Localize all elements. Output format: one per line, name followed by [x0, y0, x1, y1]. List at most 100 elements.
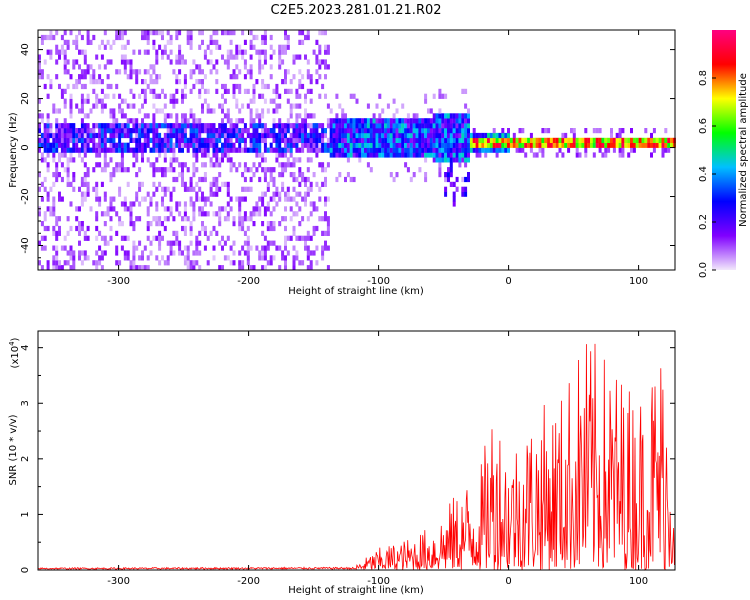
spectrogram-cell [58, 108, 61, 114]
spectrogram-cell [472, 132, 476, 139]
spectrogram-cell [289, 103, 293, 109]
spectrogram-cell [321, 250, 325, 256]
spectrogram-cell [292, 172, 296, 178]
spectrogram-cell [141, 250, 144, 256]
spectrogram-cell [263, 157, 267, 163]
spectrogram-cell [46, 123, 50, 129]
spectrogram-cell [349, 137, 353, 143]
spectrogram-cell [349, 128, 353, 134]
spectrogram-cell [438, 118, 442, 124]
spectrogram-cell [329, 137, 333, 143]
spectrogram-cell [95, 186, 99, 192]
spectrogram-cell [152, 44, 156, 50]
spectrogram-cell [152, 191, 156, 197]
spectrogram-cell [46, 128, 50, 134]
spectrogram-cell [455, 142, 459, 148]
spectrogram-cell [152, 216, 156, 222]
spectrogram-cell [252, 123, 256, 129]
spectrogram-cell [507, 137, 510, 143]
spectrogram-cell [115, 162, 119, 168]
spectrogram-cell [269, 54, 273, 60]
spectrogram-cell [95, 191, 99, 197]
spectrogram-cell [269, 176, 273, 183]
spectrogram-cell [272, 49, 276, 55]
spectrogram-cell [372, 147, 376, 153]
spectrogram-cell [369, 167, 373, 173]
spectrogram-cell [175, 235, 179, 241]
spectrogram-cell [232, 162, 236, 168]
spectrogram-cell [358, 128, 362, 134]
spectrogram-cell [235, 137, 239, 143]
spectrogram-cell [106, 240, 110, 246]
spectrogram-cell [195, 260, 199, 266]
spectrogram-cell [66, 157, 70, 163]
spectrogram-cell [135, 69, 139, 75]
spectrogram-cell [103, 137, 107, 143]
spectrogram-cell [226, 181, 230, 187]
spectrogram-cell [275, 152, 279, 158]
spectrogram-cell [306, 230, 310, 236]
spectrogram-cell [318, 30, 322, 36]
spectrogram-cell [192, 128, 196, 134]
spectrogram-cell [203, 172, 207, 178]
spectrogram-cell [218, 123, 222, 129]
spectrogram-cell [269, 44, 273, 50]
spectrogram-cell [186, 30, 190, 36]
spectrogram-cell [43, 132, 47, 139]
spectrogram-cell [152, 128, 156, 134]
spectrogram-cell [183, 132, 187, 139]
spectrogram-cell [206, 147, 210, 153]
spectrogram-cell [100, 250, 104, 256]
spectrogram-cell [129, 128, 133, 134]
spectrogram-cell [324, 176, 327, 183]
spectrogram-cell [38, 74, 41, 80]
spectrogram-cell [252, 142, 256, 148]
spectrogram-cell [272, 206, 276, 212]
spectrogram-cell [461, 118, 465, 124]
spectrogram-cell [198, 79, 202, 85]
spectrogram-cell [252, 44, 256, 50]
spectrogram-cell [195, 152, 199, 158]
spectrogram-cell [667, 142, 671, 148]
spectrogram-cell [120, 235, 124, 241]
spectrogram-cell [158, 147, 162, 153]
spectrogram-cell [489, 132, 493, 139]
spectrogram-cell [189, 265, 193, 271]
spectrogram-cell [203, 123, 207, 129]
spectrogram-x-label: Height of straight line (km) [288, 286, 424, 297]
spectrogram-cell [464, 147, 468, 153]
spectrogram-cell [123, 196, 127, 202]
spectrogram-cell [118, 216, 122, 222]
spectrogram-cell [100, 147, 104, 153]
spectrogram-cell [226, 157, 230, 163]
spectrogram-cell [598, 142, 602, 148]
spectrogram-cell [106, 39, 110, 45]
spectrogram-cell [266, 167, 270, 173]
spectrogram-cell [212, 162, 216, 168]
colorbar-ticks: 0.00.20.40.60.8 [698, 70, 716, 278]
spectrogram-cell [166, 186, 170, 192]
spectrogram-cell [298, 30, 302, 36]
spectrogram-cell [100, 108, 104, 114]
spectrogram-cell [361, 152, 365, 158]
spectrogram-cell [258, 64, 262, 70]
spectrogram-cell [395, 123, 399, 129]
spectrogram-cell [372, 142, 376, 148]
spectrogram-cell [261, 113, 265, 119]
spectrogram-cell [438, 152, 442, 158]
spectrogram-cell [229, 196, 233, 202]
spectrogram-cell [324, 44, 327, 50]
spectrogram-cell [175, 176, 179, 183]
spectrogram-cell [366, 128, 370, 134]
spectrogram-cell [166, 113, 170, 119]
spectrogram-cell [527, 137, 531, 143]
spectrogram-cell [249, 123, 253, 129]
spectrogram-cell [166, 30, 170, 36]
spectrogram-cell [223, 137, 227, 143]
spectrogram-cell [241, 118, 245, 124]
spectrogram-cell [261, 157, 265, 163]
spectrogram-cell [158, 44, 162, 50]
spectrogram-cell [55, 137, 59, 143]
spectrogram-cell [284, 191, 287, 197]
spectrogram-cell [532, 142, 536, 148]
